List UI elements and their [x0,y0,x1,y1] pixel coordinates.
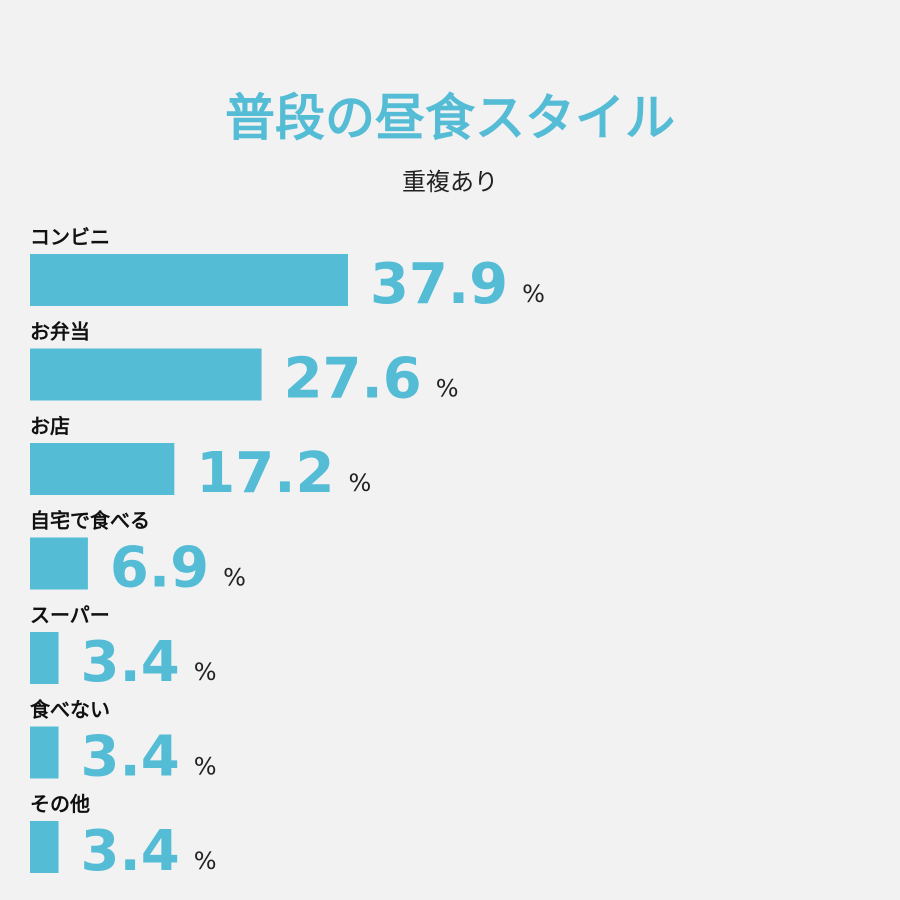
unit-label: % [223,564,246,592]
value-label: 3.4 [81,725,180,790]
unit-label: % [194,753,217,781]
unit-label: % [194,847,217,875]
category-label: お店 [30,414,70,438]
category-label: お弁当 [30,320,90,344]
chart-subtitle: 重複あり [402,168,498,196]
bar [30,537,88,590]
value-label: 27.6 [284,347,422,412]
unit-label: % [436,375,459,403]
bar [30,821,59,873]
value-label: 6.9 [110,536,209,601]
value-label: 17.2 [196,441,334,506]
bar [30,348,262,401]
category-label: コンビニ [30,225,110,249]
chart-title: 普段の昼食スタイル [225,89,675,147]
value-label: 3.4 [81,630,180,695]
unit-label: % [348,469,371,497]
bar [30,443,175,495]
category-label: 食べない [30,698,110,722]
category-label: その他 [30,792,90,816]
category-label: 自宅で食べる [30,509,150,533]
bar [30,726,59,779]
value-label: 37.9 [370,252,508,317]
unit-label: % [522,280,545,308]
bar [30,254,348,306]
category-label: スーパー [30,603,110,627]
value-label: 3.4 [81,819,180,884]
unit-label: % [194,658,217,686]
bar [30,632,59,684]
